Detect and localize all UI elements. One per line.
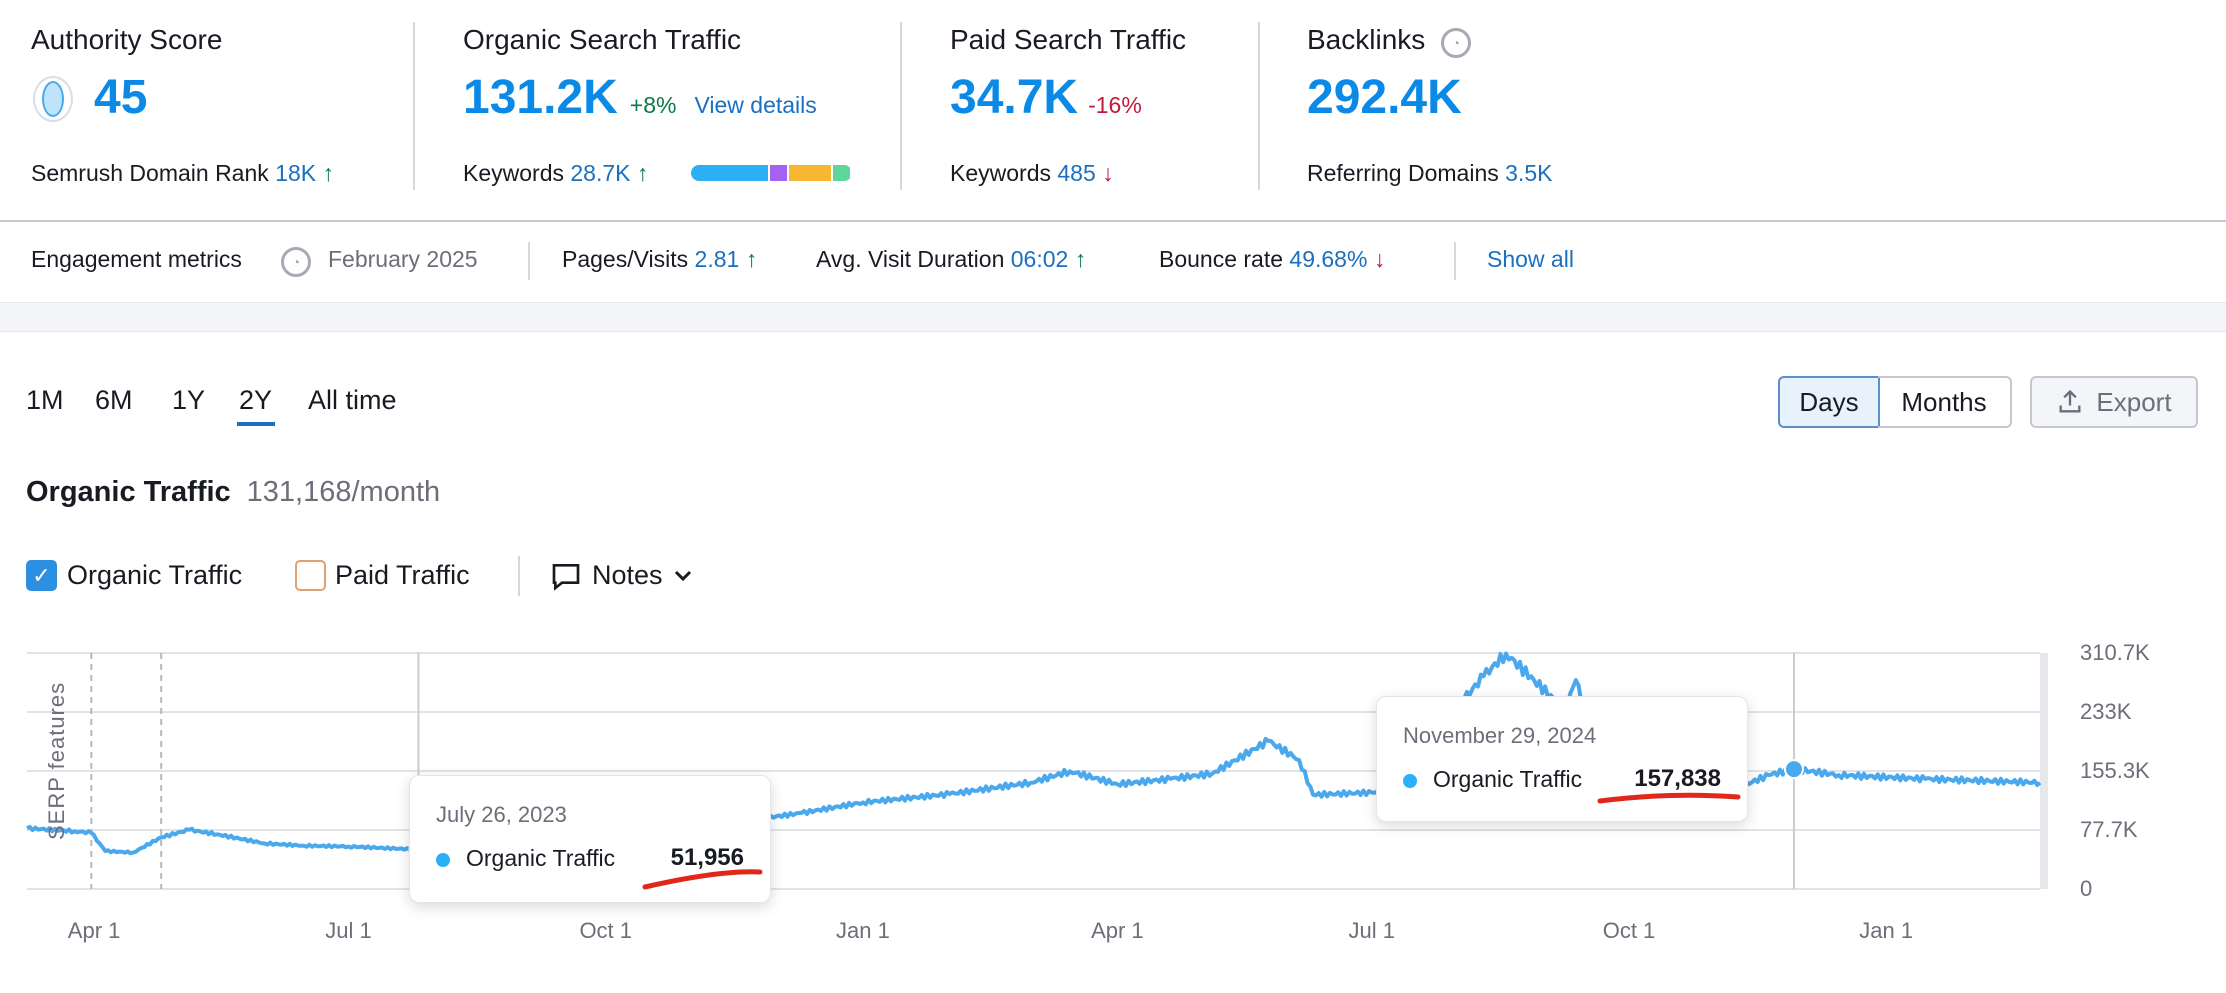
domain-rank-value[interactable]: 18K [275, 160, 317, 186]
note-icon [552, 563, 580, 591]
tab-1y[interactable]: 1Y [172, 385, 206, 415]
chart-scrollbar [2040, 653, 2048, 889]
organic-title: Organic Search Traffic [463, 24, 742, 55]
referring-domains-value[interactable]: 3.5K [1505, 160, 1553, 186]
bounce-rate-value: 49.68% [1289, 246, 1368, 272]
x-tick-label: Jul 1 [325, 918, 372, 943]
tab-1m[interactable]: 1M [26, 385, 64, 415]
serp-features-label: SERP features [44, 681, 69, 840]
y-tick-label: 310.7K [2080, 640, 2150, 665]
backlinks-value[interactable]: 292.4K [1307, 71, 1462, 124]
chart-tooltip: November 29, 2024 Organic Traffic 157,83… [1376, 696, 1748, 822]
section-divider [0, 220, 2226, 222]
tooltip-series: Organic Traffic [1433, 766, 1583, 792]
days-toggle[interactable]: Days [1778, 376, 1880, 428]
authority-gauge-icon [33, 76, 73, 122]
notes-dropdown[interactable]: Notes [550, 560, 693, 591]
paid-value[interactable]: 34.7K [950, 71, 1079, 124]
domain-rank-label: Semrush Domain Rank [31, 160, 269, 186]
view-details-link[interactable]: View details [694, 92, 817, 118]
x-tick-label: Apr 1 [67, 918, 121, 943]
authority-value: 45 [94, 71, 148, 124]
pages-visits-label: Pages/Visits [562, 246, 689, 272]
arrow-up-icon: ↑ [322, 160, 334, 186]
organic-traffic-legend-label: Organic Traffic [67, 560, 243, 590]
tab-6m[interactable]: 6M [95, 385, 133, 415]
bounce-rate-label: Bounce rate [1159, 246, 1284, 272]
paid-traffic-checkbox[interactable] [295, 560, 326, 591]
authority-title: Authority Score [31, 24, 223, 55]
backlinks-title: Backlinks [1307, 24, 1426, 55]
x-tick-label: Jul 1 [1348, 918, 1396, 943]
keyword-bar-segment [691, 165, 768, 181]
organic-value[interactable]: 131.2K [463, 71, 618, 124]
divider [518, 556, 520, 596]
divider [1258, 22, 1260, 190]
divider [1454, 242, 1456, 280]
keywords-label: Keywords [463, 160, 564, 186]
referring-domains-label: Referring Domains [1307, 160, 1499, 186]
tooltip-value: 51,956 [670, 844, 744, 871]
arrow-up-icon: ↑ [745, 246, 758, 272]
section-gap [0, 302, 2226, 332]
paid-keywords-label: Keywords [950, 160, 1051, 186]
y-tick-label: 155.3K [2080, 758, 2150, 783]
arrow-up-icon: ↑ [1074, 246, 1087, 272]
series-dot-icon [436, 853, 450, 867]
visit-duration-value: 06:02 [1010, 246, 1069, 272]
y-tick-label: 0 [2080, 876, 2093, 901]
traffic-value: 131,168/month [246, 476, 441, 508]
y-tick-label: 233K [2080, 699, 2132, 724]
notes-label: Notes [592, 560, 663, 590]
engagement-date: February 2025 [328, 246, 478, 272]
chevron-down-icon [674, 570, 691, 581]
tooltip-date: July 26, 2023 [436, 802, 567, 827]
keywords-value[interactable]: 28.7K [570, 160, 631, 186]
data-point-marker [1783, 759, 1804, 780]
export-label: Export [2096, 386, 2172, 417]
divider [900, 22, 902, 190]
y-tick-label: 77.7K [2080, 817, 2138, 842]
keyword-bar-segment [788, 165, 831, 181]
x-tick-label: Jan 1 [836, 918, 890, 943]
divider [528, 242, 530, 280]
keyword-intent-bar [691, 165, 852, 181]
keyword-bar-segment [833, 165, 850, 181]
export-button[interactable]: Export [2030, 376, 2198, 428]
upload-icon [2059, 389, 2081, 413]
tab-all-time[interactable]: All time [308, 385, 397, 415]
paid-title: Paid Search Traffic [950, 24, 1187, 55]
tooltip-series: Organic Traffic [466, 845, 616, 871]
tab-2y[interactable]: 2Y [239, 385, 273, 415]
active-tab-indicator [237, 422, 275, 426]
arrow-down-icon: ↓ [1102, 160, 1114, 186]
paid-keywords-value[interactable]: 485 [1057, 160, 1096, 186]
tooltip-value: 157,838 [1634, 765, 1721, 792]
x-tick-label: Oct 1 [1602, 918, 1656, 943]
arrow-up-icon: ↑ [636, 160, 649, 186]
paid-change: -16% [1088, 92, 1142, 118]
months-toggle[interactable]: Months [1878, 376, 2012, 428]
pages-visits-value: 2.81 [694, 246, 740, 272]
divider [413, 22, 415, 190]
organic-change: +8% [629, 92, 677, 118]
visit-duration-label: Avg. Visit Duration [816, 246, 1005, 272]
x-tick-label: Apr 1 [1091, 918, 1144, 943]
x-tick-label: Oct 1 [579, 918, 633, 943]
show-all-link[interactable]: Show all [1487, 246, 1574, 272]
organic-traffic-checkbox[interactable]: ✓ [26, 560, 57, 591]
series-dot-icon [1403, 774, 1417, 788]
globe-icon: ◔ [281, 247, 311, 277]
keyword-bar-segment [769, 165, 787, 181]
tooltip-date: November 29, 2024 [1403, 723, 1597, 748]
globe-icon: ◔ [1441, 28, 1471, 58]
engagement-label: Engagement metrics [31, 246, 242, 272]
x-tick-label: Jan 1 [1859, 918, 1914, 943]
paid-traffic-legend-label: Paid Traffic [335, 560, 470, 590]
traffic-title: Organic Traffic [26, 476, 231, 508]
chart-tooltip: July 26, 2023 Organic Traffic 51,956 [409, 775, 771, 903]
arrow-down-icon: ↓ [1373, 246, 1386, 272]
